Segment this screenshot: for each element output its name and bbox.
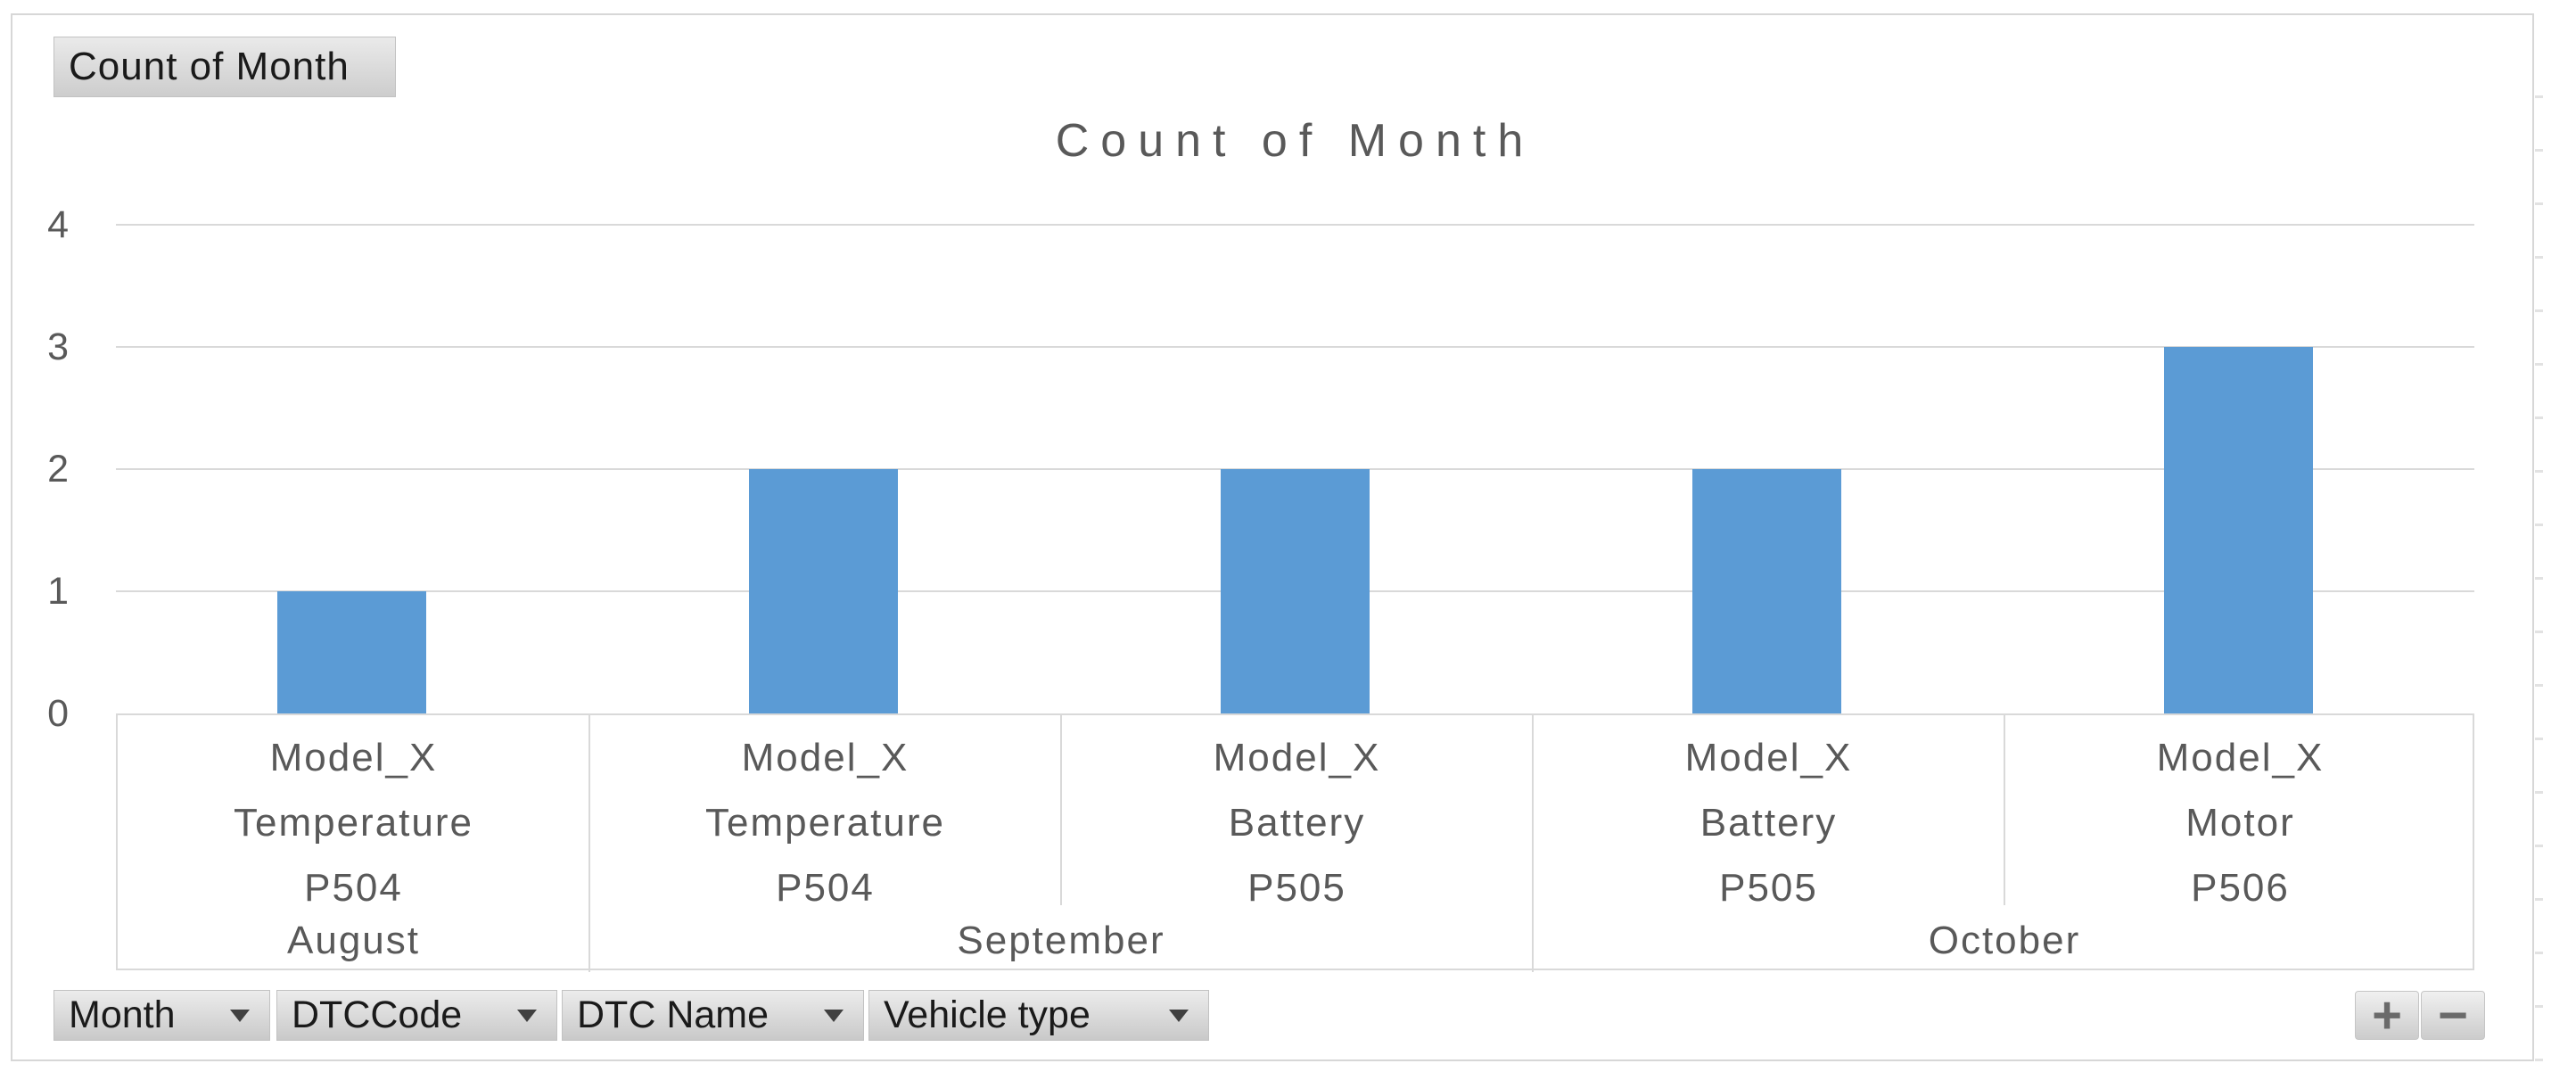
- category-label-line: Model_X: [1213, 736, 1381, 779]
- field-button-vehicle-type-label: Vehicle type: [884, 993, 1090, 1036]
- category-label-line: Model_X: [1684, 736, 1853, 779]
- minus-icon: −: [2438, 985, 2468, 1044]
- value-field-button-label: Count of Month: [69, 45, 350, 88]
- spreadsheet-row-lines: [2535, 45, 2543, 1061]
- category-label-line: Battery: [1700, 801, 1838, 845]
- month-group-divider: [1532, 715, 1534, 972]
- field-button-month-label: Month: [69, 993, 176, 1036]
- y-axis-label-2: 2: [47, 448, 70, 491]
- month-label: August: [287, 919, 420, 962]
- value-field-button[interactable]: Count of Month: [53, 37, 396, 97]
- month-group-divider: [588, 715, 590, 972]
- month-label: October: [1928, 919, 2081, 962]
- dropdown-arrow-icon: [1169, 1009, 1189, 1022]
- category-label-line: Battery: [1228, 801, 1366, 845]
- gridline-3: [116, 346, 2474, 348]
- collapse-field-button[interactable]: −: [2421, 985, 2485, 1044]
- category-label-line: Temperature: [233, 801, 473, 845]
- category-label-line: P505: [1719, 866, 1818, 910]
- field-button-dtc-name[interactable]: DTC Name: [562, 990, 864, 1041]
- field-button-month[interactable]: Month: [53, 990, 270, 1041]
- expand-field-button[interactable]: +: [2355, 985, 2419, 1044]
- y-axis-label-0: 0: [47, 692, 70, 735]
- category-label-block: Model_X Temperature P504: [589, 715, 1061, 910]
- category-label-line: P505: [1247, 866, 1346, 910]
- category-label-line: P504: [776, 866, 875, 910]
- plus-icon: +: [2372, 985, 2402, 1044]
- category-label-line: P506: [2191, 866, 2290, 910]
- bar-series-point[interactable]: [749, 469, 898, 713]
- dropdown-arrow-icon: [824, 1009, 844, 1022]
- category-divider: [2004, 715, 2005, 905]
- dropdown-arrow-icon: [517, 1009, 537, 1022]
- category-divider: [1060, 715, 1062, 905]
- category-label-block: Model_X Motor P506: [2004, 715, 2476, 910]
- y-axis-label-1: 1: [47, 570, 70, 613]
- category-label-block: Model_X Battery P505: [1533, 715, 2004, 910]
- category-label-line: Model_X: [269, 736, 438, 779]
- category-label-line: Temperature: [704, 801, 945, 845]
- bar-series-point[interactable]: [2164, 347, 2313, 713]
- category-label-block: Model_X Battery P505: [1061, 715, 1533, 910]
- field-button-dtccode-label: DTCCode: [292, 993, 463, 1036]
- category-label-block: Model_X Temperature P504: [118, 715, 589, 910]
- field-button-dtc-name-label: DTC Name: [577, 993, 770, 1036]
- field-button-dtccode[interactable]: DTCCode: [276, 990, 557, 1041]
- category-axis-box: Model_X Temperature P504 Model_X Temperature…: [116, 713, 2476, 972]
- chart-title: Count of Month: [1055, 115, 1535, 167]
- gridline-4: [116, 224, 2474, 226]
- bar-series-point[interactable]: [1692, 469, 1841, 713]
- month-label: September: [957, 919, 1165, 962]
- category-label-line: Model_X: [741, 736, 909, 779]
- category-label-line: Model_X: [2156, 736, 2325, 779]
- category-label-line: Motor: [2185, 801, 2295, 845]
- dropdown-arrow-icon: [230, 1009, 250, 1022]
- field-button-vehicle-type[interactable]: Vehicle type: [868, 990, 1209, 1041]
- y-axis-label-4: 4: [47, 203, 70, 246]
- y-axis-label-3: 3: [47, 326, 70, 368]
- bar-series-point[interactable]: [277, 591, 426, 713]
- category-label-line: P504: [304, 866, 403, 910]
- bar-series-point[interactable]: [1221, 469, 1370, 713]
